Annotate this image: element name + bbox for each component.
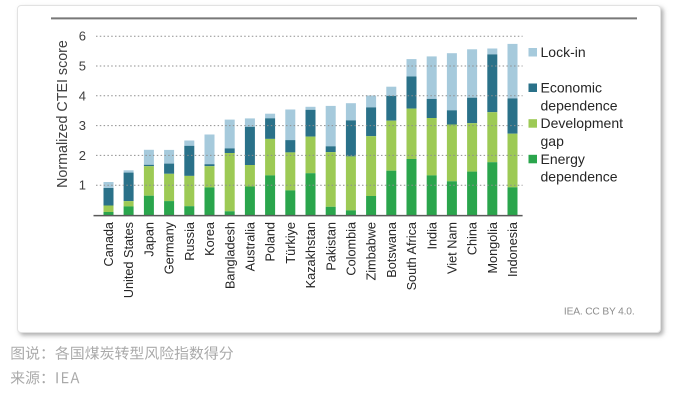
svg-text:4: 4 (79, 88, 86, 103)
svg-text:Canada: Canada (102, 221, 116, 266)
svg-text:Poland: Poland (264, 222, 278, 262)
svg-text:Germany: Germany (163, 221, 177, 274)
svg-text:Korea: Korea (203, 221, 217, 256)
svg-text:6: 6 (79, 29, 86, 44)
svg-text:dependence: dependence (541, 169, 618, 185)
svg-text:India: India (425, 221, 439, 249)
svg-text:United States: United States (122, 222, 136, 298)
svg-text:Lock-in: Lock-in (541, 44, 586, 60)
svg-text:Türkiye: Türkiye (284, 222, 298, 264)
svg-text:South Africa: South Africa (405, 221, 419, 290)
svg-text:Indonesia: Indonesia (506, 221, 520, 277)
svg-text:Bangladesh: Bangladesh (223, 222, 237, 289)
svg-text:Russia: Russia (183, 221, 197, 261)
svg-text:Colombia: Colombia (345, 221, 359, 276)
svg-text:Botswana: Botswana (385, 221, 399, 278)
svg-text:3: 3 (79, 118, 86, 133)
svg-text:Australia: Australia (244, 221, 258, 271)
svg-text:Japan: Japan (143, 222, 157, 257)
svg-text:Energy: Energy (541, 151, 585, 167)
svg-text:5: 5 (79, 59, 86, 74)
svg-text:Pakistan: Pakistan (324, 222, 338, 271)
svg-text:Mongolia: Mongolia (486, 221, 500, 273)
svg-text:China: China (466, 221, 480, 255)
svg-text:Zimbabwe: Zimbabwe (365, 222, 379, 281)
svg-text:Viet Nam: Viet Nam (446, 222, 460, 274)
svg-text:Normalized CTEI score: Normalized CTEI score (55, 40, 71, 188)
svg-text:Economic: Economic (541, 80, 602, 96)
svg-text:dependence: dependence (541, 97, 618, 113)
svg-text:Kazakhstan: Kazakhstan (304, 222, 318, 288)
svg-text:1: 1 (79, 178, 86, 193)
svg-text:gap: gap (541, 133, 565, 149)
svg-text:Development: Development (541, 115, 624, 131)
svg-text:IEA. CC BY 4.0.: IEA. CC BY 4.0. (564, 307, 635, 318)
svg-text:2: 2 (79, 148, 86, 163)
